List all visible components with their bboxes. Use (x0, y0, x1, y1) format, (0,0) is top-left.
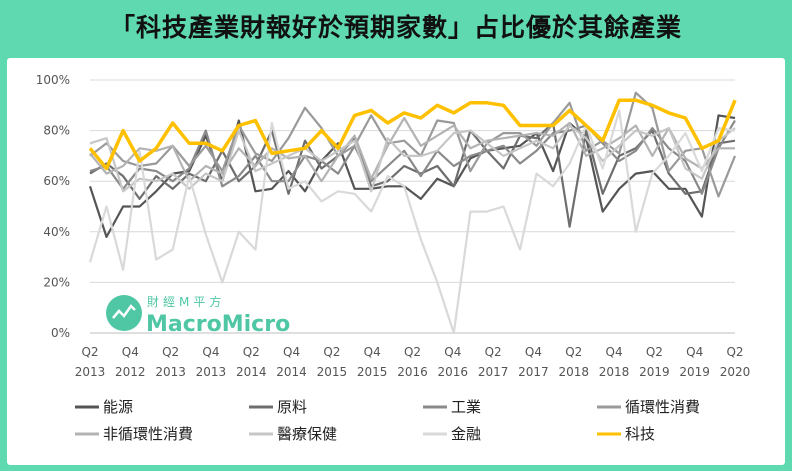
line-chart: 0% 20% 40% 60% 80% 100% Q2 2013 Q4 2012 Q2 2013 Q4 2… (36, 73, 751, 443)
y-axis-ticks: 0% 20% 40% 60% 80% 100% (36, 73, 70, 340)
x-tick-quarter: Q2 (162, 345, 179, 359)
x-tick-quarter: Q4 (364, 345, 381, 359)
y-tick-label: 80% (43, 124, 70, 138)
watermark-chart-icon (112, 304, 136, 319)
y-tick-label: 100% (36, 73, 70, 87)
x-tick-year: 2018 (558, 365, 589, 379)
x-tick-year: 2013 (75, 365, 106, 379)
x-tick-quarter: Q4 (202, 345, 219, 359)
x-tick-quarter: Q4 (444, 345, 461, 359)
series-line (88, 114, 736, 238)
legend-label: 非循環性消費 (103, 425, 193, 443)
watermark-logo-icon (106, 295, 142, 331)
x-tick-quarter: Q2 (485, 345, 502, 359)
x-tick-year: 2016 (438, 365, 469, 379)
y-tick-label: 0% (51, 326, 70, 340)
watermark-en: MacroMicro (146, 312, 290, 337)
x-tick-quarter: Q2 (323, 345, 340, 359)
watermark-cn: 財經M平方 (147, 294, 225, 309)
x-tick-year: 2016 (397, 365, 428, 379)
y-tick-label: 60% (43, 174, 70, 188)
x-tick-quarter: Q2 (646, 345, 663, 359)
x-tick-quarter: Q2 (404, 345, 421, 359)
x-tick-quarter: Q4 (122, 345, 139, 359)
series-line (89, 116, 735, 183)
series-line (88, 98, 737, 171)
x-tick-year: 2019 (679, 365, 710, 379)
x-tick-year: 2013 (196, 365, 227, 379)
x-tick-year: 2017 (478, 365, 509, 379)
x-tick-quarter: Q4 (686, 345, 703, 359)
legend-label: 金融 (451, 425, 481, 443)
series-line (88, 109, 736, 335)
legend-label: 原料 (277, 398, 307, 416)
x-tick-year: 2014 (236, 365, 267, 379)
macromicro-watermark: 財經M平方 MacroMicro (106, 294, 290, 337)
chart-panel: 0% 20% 40% 60% 80% 100% Q2 2013 Q4 2012 Q2 2013 Q4 2… (7, 58, 785, 465)
y-tick-label: 40% (43, 225, 70, 239)
x-tick-quarter: Q2 (81, 345, 98, 359)
legend-label: 工業 (451, 398, 481, 416)
x-tick-year: 2013 (155, 365, 186, 379)
x-tick-year: 2015 (357, 365, 388, 379)
y-tick-label: 20% (43, 275, 70, 289)
x-tick-year: 2012 (115, 365, 146, 379)
x-tick-year: 2017 (518, 365, 549, 379)
x-tick-quarter: Q4 (606, 345, 623, 359)
legend-label: 能源 (103, 398, 133, 416)
x-tick-year: 2014 (276, 365, 307, 379)
series-lines (88, 91, 737, 335)
series-line (89, 121, 736, 228)
series-line (89, 124, 736, 193)
x-axis-ticks: Q2 2013 Q4 2012 Q2 2013 Q4 2013 Q2 2014 Q4 2014 Q2 20… (75, 345, 751, 379)
legend-label: 循環性消費 (625, 398, 700, 416)
legend-label: 醫療保健 (277, 425, 337, 443)
x-tick-year: 2020 (720, 365, 751, 379)
x-tick-quarter: Q4 (525, 345, 542, 359)
x-tick-year: 2019 (639, 365, 670, 379)
x-tick-year: 2018 (599, 365, 630, 379)
series-line (89, 119, 736, 195)
x-tick-year: 2015 (317, 365, 348, 379)
x-tick-quarter: Q4 (283, 345, 300, 359)
x-tick-quarter: Q2 (726, 345, 743, 359)
x-tick-quarter: Q2 (243, 345, 260, 359)
x-tick-quarter: Q2 (565, 345, 582, 359)
series-line (89, 91, 737, 198)
chart-title: 「科技產業財報好於預期家數」占比優於其餘產業 (109, 13, 682, 42)
legend-label: 科技 (625, 425, 655, 443)
